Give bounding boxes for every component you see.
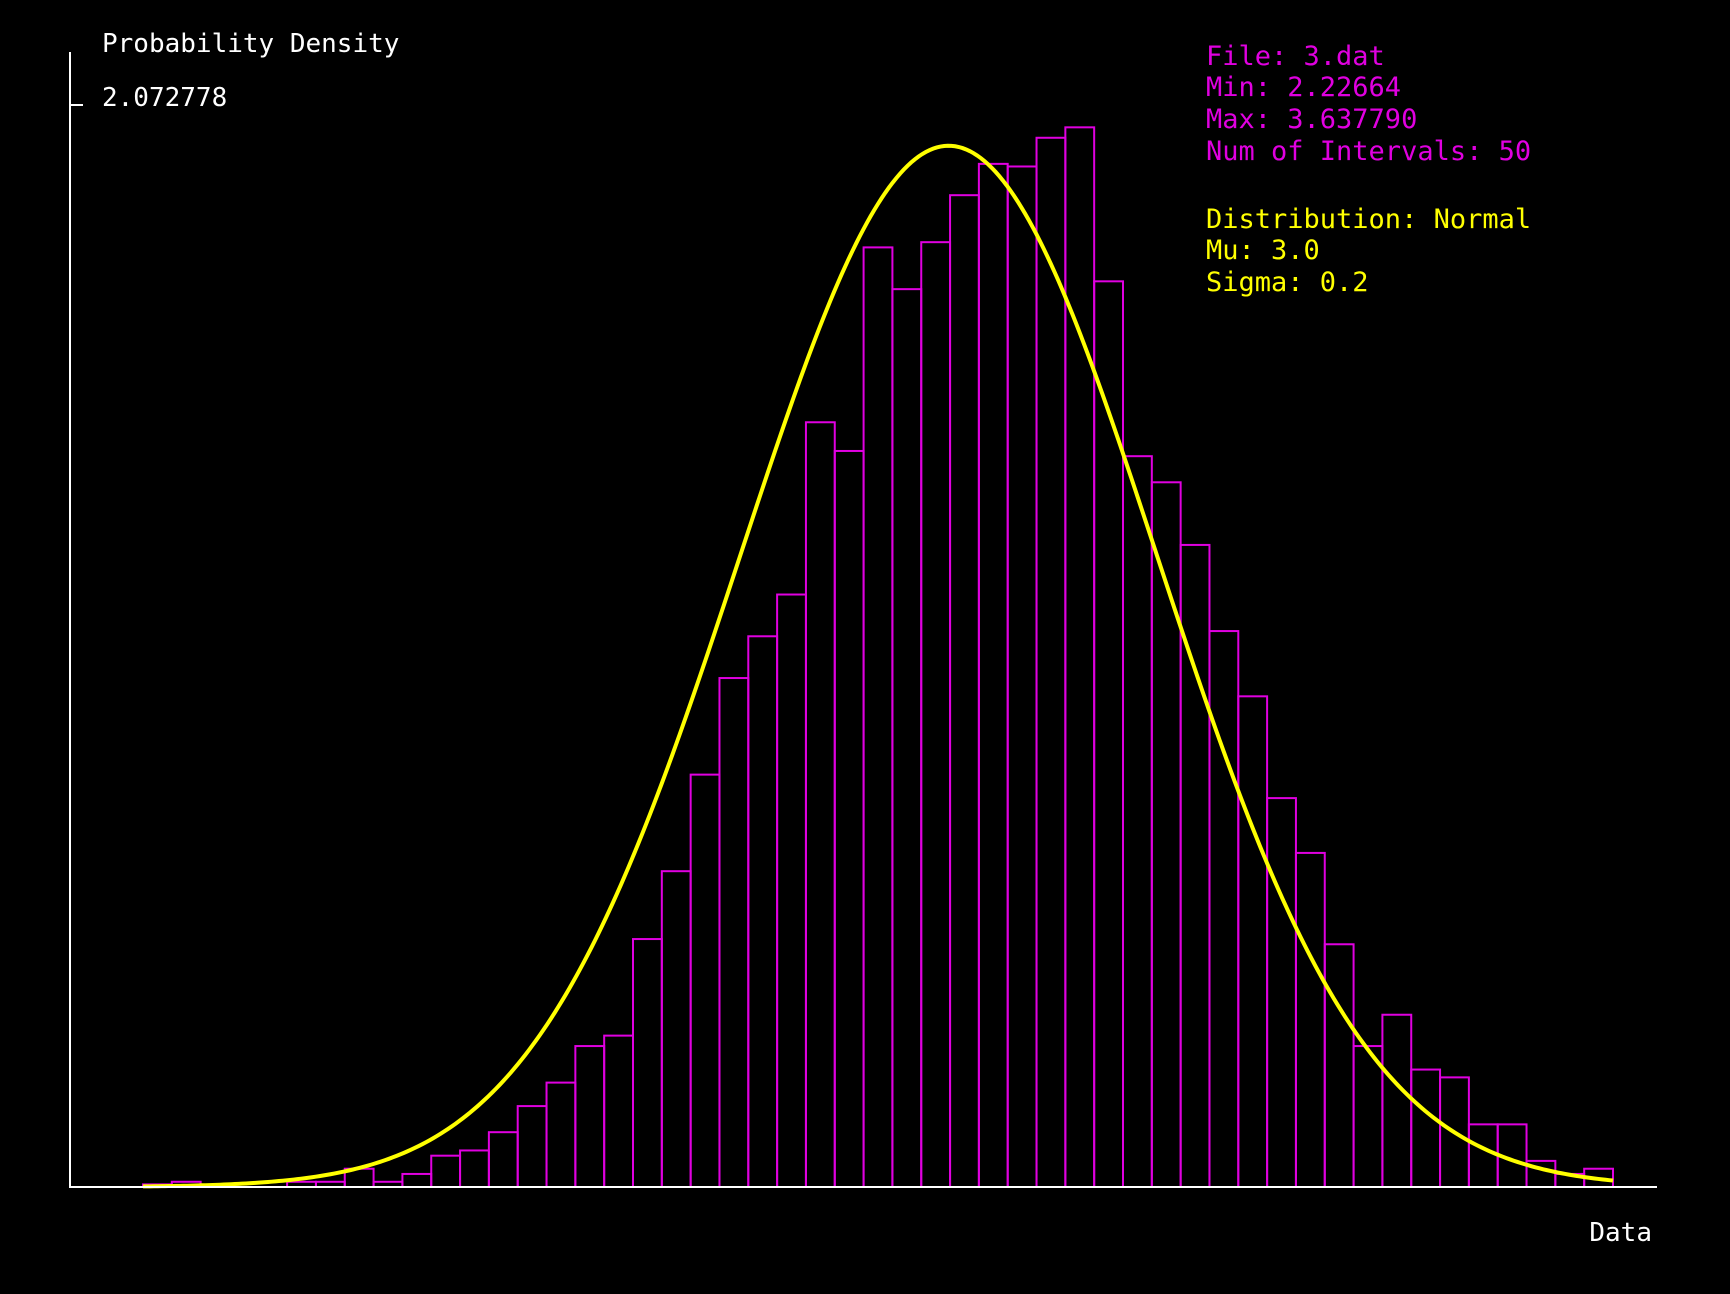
- histogram-bar: [1035, 136, 1067, 1188]
- histogram-bar: [1237, 695, 1269, 1188]
- histogram-bar: [1294, 851, 1326, 1188]
- min-label: Min: 2.22664: [1206, 72, 1401, 103]
- histogram-bar: [1381, 1013, 1413, 1188]
- histogram-bar: [632, 938, 663, 1188]
- histogram-bar: [430, 1154, 462, 1189]
- histogram-bar: [1064, 126, 1096, 1189]
- histogram-bar: [603, 1034, 634, 1188]
- distribution-label: Distribution: Normal: [1206, 204, 1531, 235]
- histogram-bar: [545, 1081, 577, 1188]
- histogram-bars: [142, 126, 1615, 1189]
- fit-info-legend: Distribution: Normal Mu: 3.0 Sigma: 0.2: [1206, 204, 1531, 298]
- histogram-bar: [1266, 797, 1297, 1188]
- histogram-bar: [459, 1149, 490, 1188]
- histogram-bar: [401, 1172, 433, 1188]
- sigma-label: Sigma: 0.2: [1206, 267, 1369, 298]
- histogram-bar: [1006, 165, 1038, 1189]
- histogram-bar: [891, 288, 923, 1188]
- normal-fit-curve: [142, 143, 1614, 1189]
- histogram-bar: [487, 1131, 519, 1188]
- histogram-bar: [1467, 1123, 1499, 1188]
- histogram-bar: [574, 1045, 606, 1189]
- y-axis-label: Probability Density: [102, 29, 399, 59]
- histogram-bar: [862, 246, 894, 1188]
- histogram-bar: [1122, 455, 1153, 1188]
- histogram-bar: [977, 162, 1009, 1188]
- max-label: Max: 3.637790: [1206, 104, 1417, 135]
- data-info-legend: File: 3.dat Min: 2.22664 Max: 3.637790 N…: [1206, 41, 1531, 167]
- file-label: File: 3.dat: [1206, 41, 1385, 72]
- histogram-bar: [1352, 1045, 1384, 1189]
- histogram-bar: [660, 870, 692, 1188]
- histogram-bar: [1410, 1068, 1442, 1189]
- axes: [69, 52, 1657, 1188]
- histogram-bar: [689, 773, 721, 1188]
- intervals-label: Num of Intervals: 50: [1206, 136, 1531, 167]
- histogram-bar: [920, 241, 952, 1189]
- histogram-bar: [718, 677, 750, 1188]
- histogram-bar: [1208, 630, 1240, 1188]
- histogram-bar: [776, 593, 807, 1188]
- histogram-bar: [833, 449, 865, 1189]
- x-axis-label: Data: [1589, 1218, 1652, 1248]
- histogram-bar: [1323, 943, 1355, 1189]
- histogram-bar: [804, 421, 836, 1188]
- histogram-bar: [747, 635, 779, 1188]
- histogram-bar: [516, 1105, 548, 1188]
- histogram-bar: [949, 194, 980, 1188]
- mu-label: Mu: 3.0: [1206, 235, 1320, 266]
- y-max-tick-label: 2.072778: [102, 83, 227, 113]
